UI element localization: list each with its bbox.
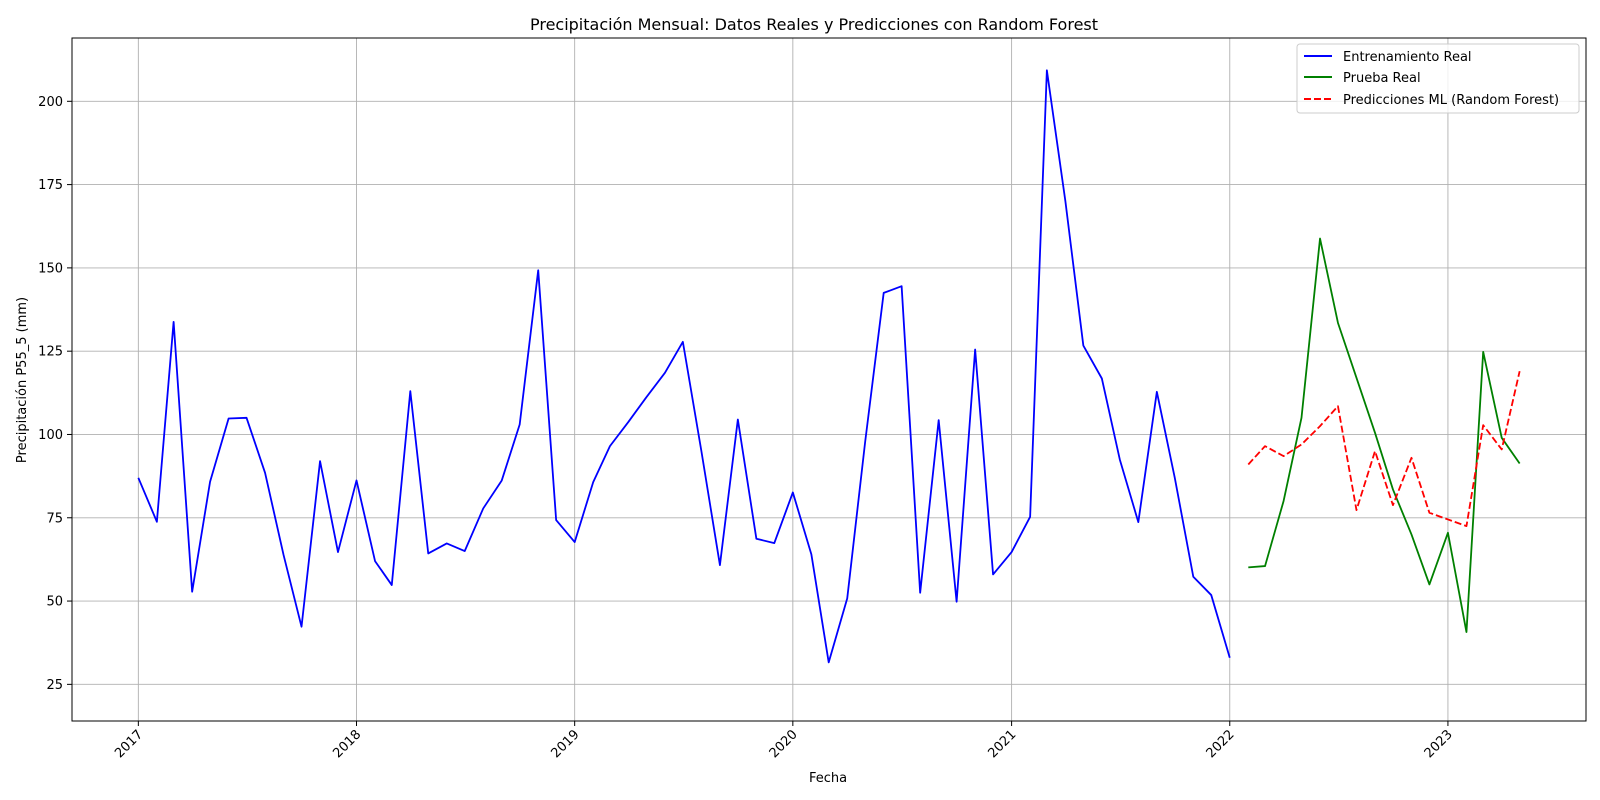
legend-label-predictions: Predicciones ML (Random Forest) [1343,93,1559,108]
series-predictions-line [1247,370,1521,527]
y-tick-label: 175 [38,178,63,193]
y-tick-label: 75 [46,511,63,526]
y-tick-label: 200 [38,95,63,110]
series-train-real-line [137,69,1231,664]
series-test-real-line [1248,237,1521,633]
series-layer [137,69,1521,664]
legend-frame [1296,43,1580,114]
plot-frame [71,37,1587,722]
y-tick-label: 125 [38,345,63,360]
chart-title: Precipitación Mensual: Datos Reales y Pr… [530,15,1098,34]
y-tick-label: 150 [38,261,63,276]
legend-label-train: Entrenamiento Real [1343,50,1472,65]
x-axis-title: Fecha [809,771,847,786]
y-tick-label: 50 [46,595,63,610]
y-tick-label: 100 [38,428,63,443]
grid [72,38,1586,721]
legend: Entrenamiento Real Prueba Real Prediccio… [1296,43,1580,114]
legend-label-test: Prueba Real [1343,71,1421,86]
y-axis-title: Precipitación P55_5 (mm) [15,297,30,463]
y-tick-label: 25 [46,678,63,693]
